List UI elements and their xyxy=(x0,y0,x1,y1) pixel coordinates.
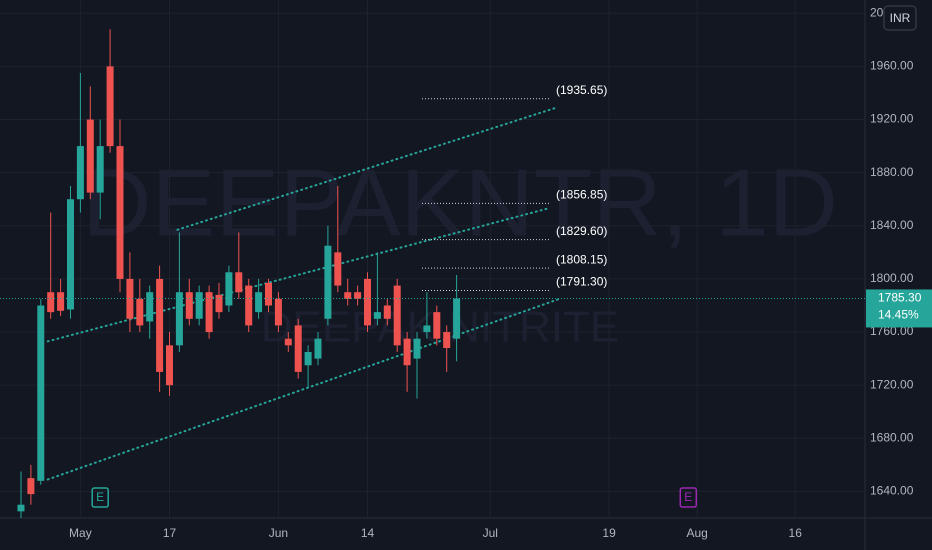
candle-body xyxy=(294,325,302,372)
x-tick-label: Jun xyxy=(269,526,288,540)
y-tick-label: 1720.00 xyxy=(870,377,914,391)
candle-body xyxy=(136,298,144,326)
candle-body xyxy=(264,282,272,306)
y-tick-label: 1880.00 xyxy=(870,165,914,179)
candle-body xyxy=(185,292,193,319)
candle-body xyxy=(225,272,233,306)
y-tick-label: 1840.00 xyxy=(870,218,914,232)
candle-body xyxy=(116,146,124,279)
candle-body xyxy=(443,332,451,348)
candle-body xyxy=(245,285,253,326)
x-tick-label: 17 xyxy=(163,526,177,540)
candle-body xyxy=(66,199,74,310)
y-tick-label: 1640.00 xyxy=(870,484,914,498)
candle-body xyxy=(255,292,263,313)
candle-body xyxy=(433,312,441,339)
candle-body xyxy=(304,351,312,366)
candle-body xyxy=(215,294,223,313)
candle-body xyxy=(37,305,45,481)
y-tick-label: 1800.00 xyxy=(870,271,914,285)
channel-line xyxy=(176,106,558,231)
price-box xyxy=(866,289,932,328)
event-label: E xyxy=(96,490,104,504)
level-label: (1856.85) xyxy=(556,188,607,202)
candle-body xyxy=(274,298,282,326)
candle-body xyxy=(76,146,84,200)
y-tick-label: 1680.00 xyxy=(870,430,914,444)
x-tick-label: 19 xyxy=(602,526,616,540)
event-label: E xyxy=(684,490,692,504)
change-label: 14.45% xyxy=(878,308,919,322)
currency-label: INR xyxy=(890,11,911,25)
candle-body xyxy=(344,292,352,299)
candle-body xyxy=(354,292,362,299)
candle-body xyxy=(27,478,35,495)
channel-line xyxy=(46,207,549,343)
level-label: (1791.30) xyxy=(556,275,607,289)
candle-body xyxy=(17,504,25,512)
watermark: DEEPAKNTR, 1D xyxy=(82,149,838,256)
y-tick-label: 1920.00 xyxy=(870,112,914,126)
candle-body xyxy=(393,285,401,346)
y-tick-label: 1760.00 xyxy=(870,324,914,338)
candle-body xyxy=(96,146,104,193)
currency-button xyxy=(883,5,917,31)
candle-body xyxy=(453,298,461,339)
x-tick-label: 16 xyxy=(789,526,803,540)
candle-body xyxy=(364,278,372,326)
candle-body xyxy=(284,338,292,346)
candle-body xyxy=(413,338,421,359)
candle-body xyxy=(195,292,203,319)
x-tick-label: Aug xyxy=(687,526,708,540)
candle-body xyxy=(175,292,183,346)
channel-line xyxy=(46,297,561,481)
candle-body xyxy=(373,312,381,319)
event-marker xyxy=(91,487,109,508)
candle-body xyxy=(57,292,65,311)
candle-body xyxy=(334,252,342,286)
candle-body xyxy=(324,245,332,319)
candle-body xyxy=(205,292,213,333)
level-label: (1829.60) xyxy=(556,224,607,238)
candle-body xyxy=(86,119,94,193)
level-label: (1935.65) xyxy=(556,83,607,97)
event-marker xyxy=(679,487,698,508)
candle-body xyxy=(383,305,391,319)
candle-body xyxy=(106,66,114,147)
candle-body xyxy=(403,338,411,366)
candle-body xyxy=(165,345,173,386)
candle-body xyxy=(314,338,322,359)
candle-body xyxy=(47,292,55,313)
last-price-label: 1785.30 xyxy=(878,291,922,305)
candle-body xyxy=(156,278,164,372)
level-label: (1808.15) xyxy=(556,252,607,266)
candle-body xyxy=(423,325,431,333)
x-tick-label: 14 xyxy=(361,526,375,540)
candle-body xyxy=(146,292,154,322)
x-tick-label: Jul xyxy=(483,526,498,540)
candle-body xyxy=(235,272,243,293)
x-tick-label: May xyxy=(69,526,92,540)
y-tick-label: 1960.00 xyxy=(870,59,914,73)
